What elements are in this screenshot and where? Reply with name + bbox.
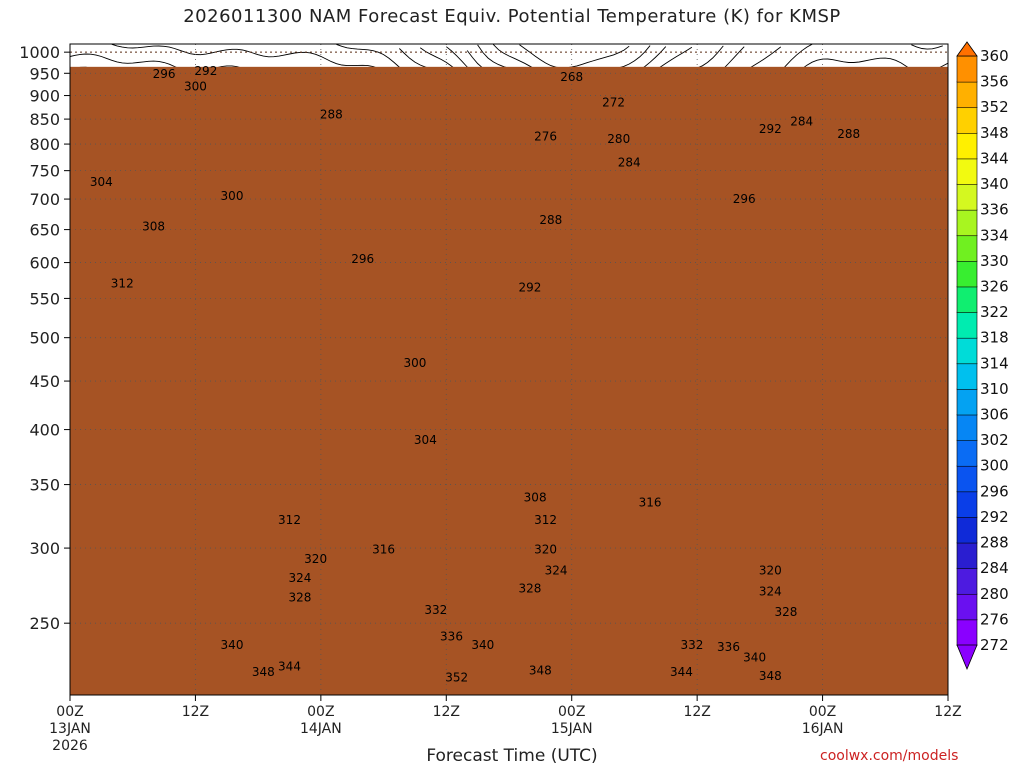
plot-area [70,44,948,695]
chart-title: 2026011300 NAM Forecast Equiv. Potential… [183,6,841,27]
